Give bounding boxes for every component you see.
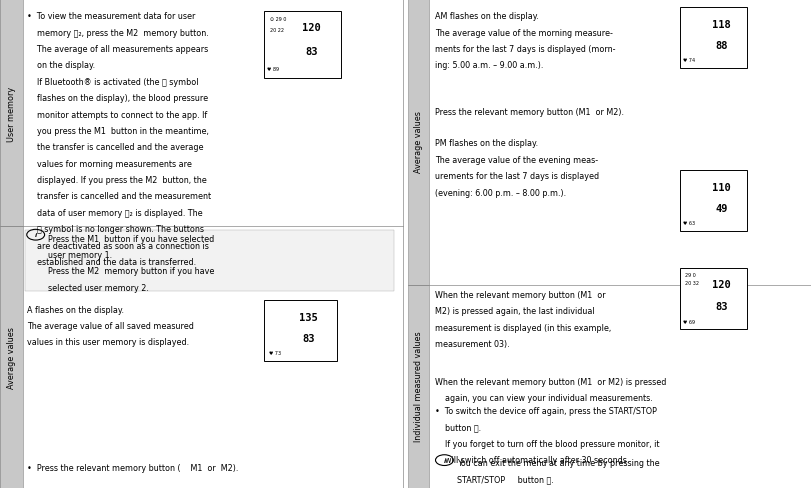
Bar — [0, 227, 23, 488]
Text: 135: 135 — [299, 312, 318, 322]
Text: button Ⓙ.: button Ⓙ. — [435, 422, 481, 431]
Text: Press the relevant memory button (M1  or M2).: Press the relevant memory button (M1 or … — [435, 107, 624, 116]
Text: ♥ 69: ♥ 69 — [683, 320, 695, 325]
Text: 118: 118 — [712, 20, 731, 30]
Text: selected user memory 2.: selected user memory 2. — [48, 283, 148, 292]
Text: again, you can view your individual measurements.: again, you can view your individual meas… — [435, 393, 652, 402]
Text: transfer is cancelled and the measurement: transfer is cancelled and the measuremen… — [27, 192, 211, 201]
Text: monitor attempts to connect to the app. If: monitor attempts to connect to the app. … — [27, 110, 207, 119]
Bar — [0, 0, 23, 227]
Text: The average value of the evening meas-: The average value of the evening meas- — [435, 155, 598, 164]
Text: 110: 110 — [712, 183, 731, 193]
Text: When the relevant memory button (M1  or: When the relevant memory button (M1 or — [435, 290, 605, 299]
Bar — [264, 300, 337, 361]
Text: are deactivated as soon as a connection is: are deactivated as soon as a connection … — [27, 241, 208, 250]
Text: Average values: Average values — [414, 111, 423, 172]
Text: User memory: User memory — [6, 87, 16, 142]
Text: ments for the last 7 days is displayed (morn-: ments for the last 7 days is displayed (… — [435, 45, 616, 54]
Text: Press the M2  memory button if you have: Press the M2 memory button if you have — [48, 267, 214, 276]
Text: 20 22: 20 22 — [270, 28, 284, 33]
Text: START/STOP     button Ⓙ.: START/STOP button Ⓙ. — [457, 474, 553, 483]
Text: 120: 120 — [712, 279, 731, 289]
Text: i: i — [444, 458, 445, 463]
Text: •  To view the measurement data for user: • To view the measurement data for user — [27, 12, 195, 21]
Text: 83: 83 — [305, 47, 318, 57]
Text: You can exit the menu at any time by pressing the: You can exit the menu at any time by pre… — [457, 458, 659, 467]
Text: displayed. If you press the M2  button, the: displayed. If you press the M2 button, t… — [27, 176, 207, 184]
Bar — [680, 171, 747, 232]
Text: urements for the last 7 days is displayed: urements for the last 7 days is displaye… — [435, 172, 599, 181]
Text: The average value of the morning measure-: The average value of the morning measure… — [435, 28, 612, 38]
Text: user memory 1.: user memory 1. — [48, 251, 112, 260]
Text: flashes on the display), the blood pressure: flashes on the display), the blood press… — [27, 94, 208, 103]
Text: memory ⓿₂, press the M2  memory button.: memory ⓿₂, press the M2 memory button. — [27, 28, 208, 38]
Text: If Bluetooth® is activated (the ⓧ symbol: If Bluetooth® is activated (the ⓧ symbol — [27, 78, 198, 86]
Text: (evening: 6.00 p.m. – 8.00 p.m.).: (evening: 6.00 p.m. – 8.00 p.m.). — [435, 188, 566, 197]
Text: the transfer is cancelled and the average: the transfer is cancelled and the averag… — [27, 143, 204, 152]
Text: Individual measured values: Individual measured values — [414, 330, 423, 441]
Text: on the display.: on the display. — [27, 61, 95, 70]
Text: M2) is pressed again, the last individual: M2) is pressed again, the last individua… — [435, 306, 594, 316]
Bar — [408, 0, 429, 285]
Text: values in this user memory is displayed.: values in this user memory is displayed. — [27, 338, 189, 346]
Text: •  Press the relevant memory button (    M1  or  M2).: • Press the relevant memory button ( M1 … — [27, 463, 238, 471]
Bar — [264, 12, 341, 79]
Text: data of user memory ⓿₂ is displayed. The: data of user memory ⓿₂ is displayed. The — [27, 208, 203, 217]
Text: ♥ 74: ♥ 74 — [683, 58, 695, 63]
Text: i: i — [35, 233, 36, 238]
Text: ⓧ symbol is no longer shown. The buttons: ⓧ symbol is no longer shown. The buttons — [27, 224, 204, 234]
Text: Press the M1  button if you have selected: Press the M1 button if you have selected — [48, 234, 214, 243]
Text: The average of all measurements appears: The average of all measurements appears — [27, 45, 208, 54]
Text: ing: 5.00 a.m. – 9.00 a.m.).: ing: 5.00 a.m. – 9.00 a.m.). — [435, 61, 543, 70]
Text: A flashes on the display.: A flashes on the display. — [27, 305, 124, 314]
Text: 83: 83 — [715, 301, 727, 311]
Text: will switch off automatically after 30 seconds.: will switch off automatically after 30 s… — [435, 455, 629, 464]
Text: If you forget to turn off the blood pressure monitor, it: If you forget to turn off the blood pres… — [435, 439, 659, 447]
Text: Average values: Average values — [6, 326, 16, 388]
Text: PM flashes on the display.: PM flashes on the display. — [435, 139, 538, 148]
Text: measurement is displayed (in this example,: measurement is displayed (in this exampl… — [435, 323, 611, 332]
Text: When the relevant memory button (M1  or M2) is pressed: When the relevant memory button (M1 or M… — [435, 377, 666, 386]
Text: 29 0: 29 0 — [685, 272, 696, 277]
Text: 88: 88 — [715, 41, 727, 51]
Text: ♥ 73: ♥ 73 — [269, 350, 281, 355]
Bar — [25, 231, 394, 292]
Text: ♥ 63: ♥ 63 — [683, 221, 695, 226]
Text: ♥ 89: ♥ 89 — [268, 67, 280, 72]
Bar — [680, 268, 747, 329]
Text: measurement 03).: measurement 03). — [435, 340, 509, 348]
Text: ⊙ 29 0: ⊙ 29 0 — [270, 17, 286, 22]
Text: 20 32: 20 32 — [685, 281, 699, 285]
Text: •  To switch the device off again, press the START/STOP: • To switch the device off again, press … — [435, 406, 657, 415]
Text: The average value of all saved measured: The average value of all saved measured — [27, 322, 194, 330]
Text: values for morning measurements are: values for morning measurements are — [27, 159, 191, 168]
Bar — [408, 285, 429, 488]
Bar — [680, 8, 747, 69]
Text: 83: 83 — [303, 333, 315, 343]
Text: established and the data is transferred.: established and the data is transferred. — [27, 257, 196, 266]
Text: 120: 120 — [302, 23, 320, 33]
Text: 49: 49 — [715, 203, 727, 214]
Text: you press the M1  button in the meantime,: you press the M1 button in the meantime, — [27, 126, 208, 136]
Text: AM flashes on the display.: AM flashes on the display. — [435, 12, 539, 21]
